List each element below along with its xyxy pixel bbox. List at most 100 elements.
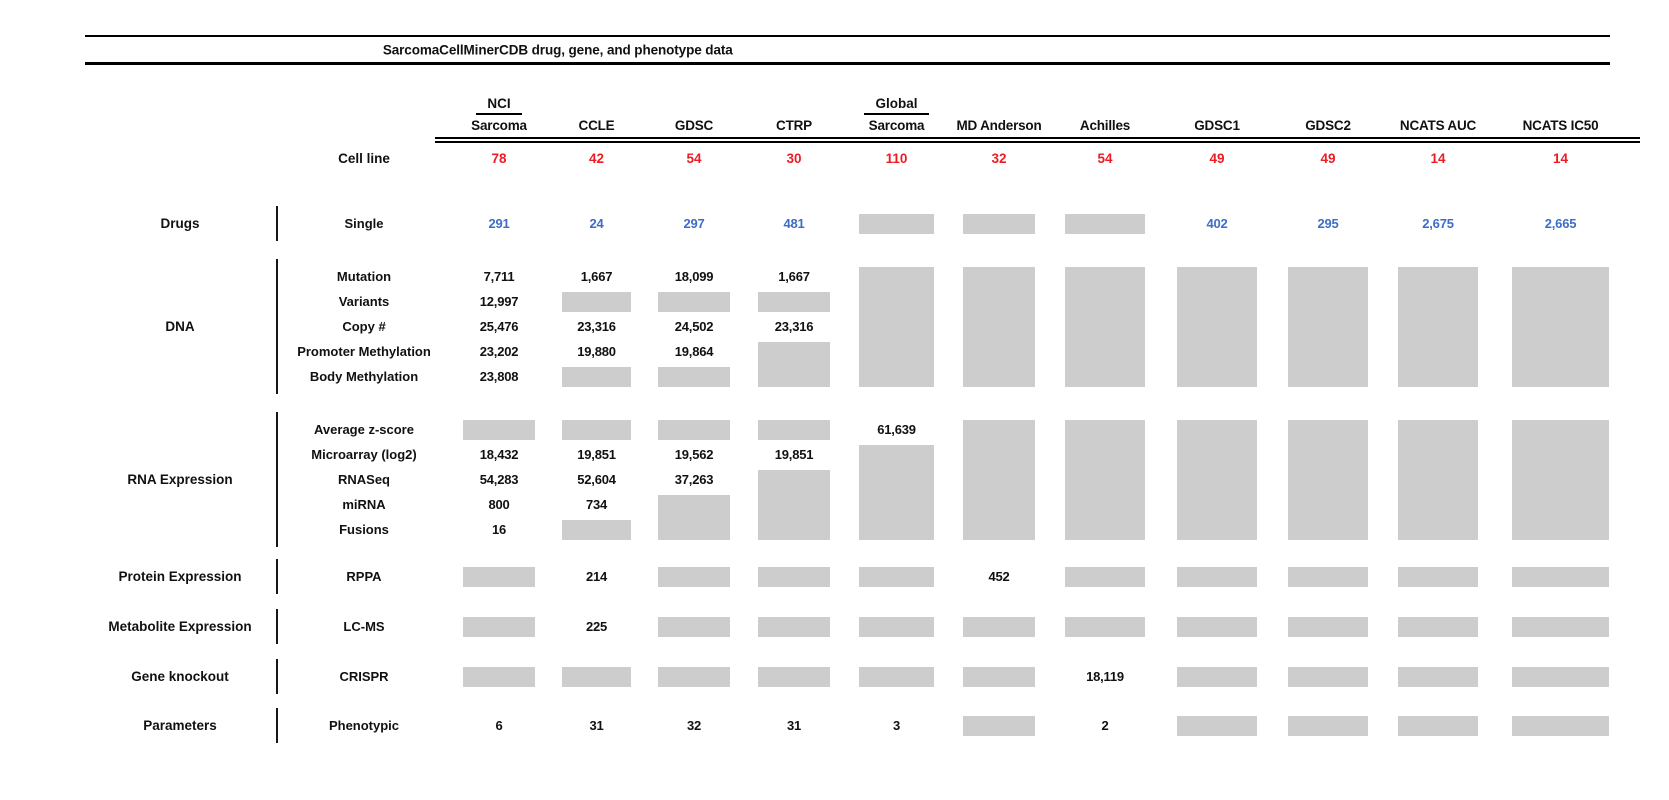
cell-value: 18,099 [644,264,744,289]
missing-data-box [658,495,730,540]
missing-data-box [1512,567,1609,587]
cell-value: 37,263 [644,467,744,492]
missing-data-cell [1493,417,1628,542]
column-header-name: NCATS AUC [1400,118,1476,137]
missing-data-box [859,445,935,540]
cell-line-count-ccle: 42 [549,151,644,166]
missing-data-cell [1493,664,1628,689]
missing-data-cell [1493,264,1628,389]
missing-data-box [1512,667,1609,687]
missing-data-box [658,420,730,440]
missing-data-box [1398,667,1477,687]
missing-data-box [1177,617,1258,637]
missing-data-cell [949,264,1049,389]
missing-data-box [758,567,830,587]
row-label-microarray-log2: Microarray (log2) [279,442,449,467]
missing-data-cell [549,664,644,689]
missing-data-cell [949,664,1049,689]
cell-value: 402 [1161,211,1273,236]
missing-data-cell [744,564,844,589]
row-label-phenotypic: Phenotypic [279,713,449,738]
cell-value: 31 [744,713,844,738]
cell-line-count-ncats-auc: 14 [1383,151,1493,166]
section-gene-knockout: Gene knockoutCRISPR18,119 [85,664,1669,689]
missing-data-box [758,667,830,687]
column-header-md-anderson: MD Anderson [949,118,1049,137]
missing-data-cell [949,713,1049,738]
missing-data-cell [1383,614,1493,639]
missing-data-box [859,214,935,234]
missing-data-cell [844,664,949,689]
section-drugs: DrugsSingle291242974814022952,6752,665 [85,211,1669,236]
cell-value: 24,502 [644,314,744,339]
cell-value: 52,604 [549,467,644,492]
cell-value: 1,667 [549,264,644,289]
missing-data-cell [1273,417,1383,542]
category-label-dna: DNA [85,264,275,389]
column-header-name: MD Anderson [956,118,1041,137]
cell-value: 23,316 [744,314,844,339]
row-label-rnaseq: RNASeq [279,467,449,492]
column-header-name: GDSC [675,118,713,137]
missing-data-box [963,667,1035,687]
missing-data-box [1065,267,1146,387]
missing-data-cell [1383,564,1493,589]
missing-data-cell [744,614,844,639]
missing-data-cell [744,467,844,542]
missing-data-box [758,470,830,540]
missing-data-cell [1049,614,1161,639]
cell-value: 214 [549,564,644,589]
row-label-variants: Variants [279,289,449,314]
missing-data-cell [644,417,744,442]
missing-data-box [859,567,935,587]
missing-data-cell [744,664,844,689]
category-separator-line [276,708,278,743]
missing-data-cell [449,564,549,589]
row-label-crispr: CRISPR [279,664,449,689]
cell-value: 295 [1273,211,1383,236]
column-header-ncats-ic50: NCATS IC50 [1493,118,1628,137]
missing-data-box [758,617,830,637]
missing-data-cell [744,339,844,389]
missing-data-box [1512,267,1609,387]
row-label-average-z-score: Average z-score [279,417,449,442]
missing-data-box [463,667,535,687]
missing-data-box [758,342,830,387]
missing-data-box [658,567,730,587]
cell-line-label: Cell line [279,151,449,166]
category-label-parameters: Parameters [85,713,275,738]
missing-data-box [859,267,935,387]
missing-data-cell [1161,713,1273,738]
column-header-ccle: CCLE [549,118,644,137]
missing-data-box [1398,567,1477,587]
missing-data-cell [1273,564,1383,589]
cell-value: 18,432 [449,442,549,467]
cell-value: 23,316 [549,314,644,339]
missing-data-box [1398,716,1477,736]
missing-data-cell [744,417,844,442]
cell-value: 61,639 [844,417,949,442]
missing-data-cell [1383,664,1493,689]
missing-data-cell [844,614,949,639]
missing-data-cell [1273,664,1383,689]
missing-data-cell [844,211,949,236]
missing-data-box [562,420,630,440]
row-label-single: Single [279,211,449,236]
missing-data-box [562,520,630,540]
cell-value: 3 [844,713,949,738]
missing-data-cell [449,614,549,639]
cell-value: 2,665 [1493,211,1628,236]
column-header-nci-sarcoma: NCISarcoma [449,96,549,137]
cell-value: 291 [449,211,549,236]
missing-data-cell [1161,417,1273,542]
section-protein-expression: Protein ExpressionRPPA214452 [85,564,1669,589]
missing-data-cell [1161,664,1273,689]
figure-title: SarcomaCellMinerCDB drug, gene, and phen… [383,42,733,57]
cell-line-count-sarcoma: 110 [844,151,949,166]
cell-line-row: Cell line 78425430110325449491414 [85,146,1669,171]
cell-line-count-ctrp: 30 [744,151,844,166]
missing-data-box [963,267,1035,387]
missing-data-box [463,567,535,587]
cell-value: 18,119 [1049,664,1161,689]
cell-value: 800 [449,492,549,517]
